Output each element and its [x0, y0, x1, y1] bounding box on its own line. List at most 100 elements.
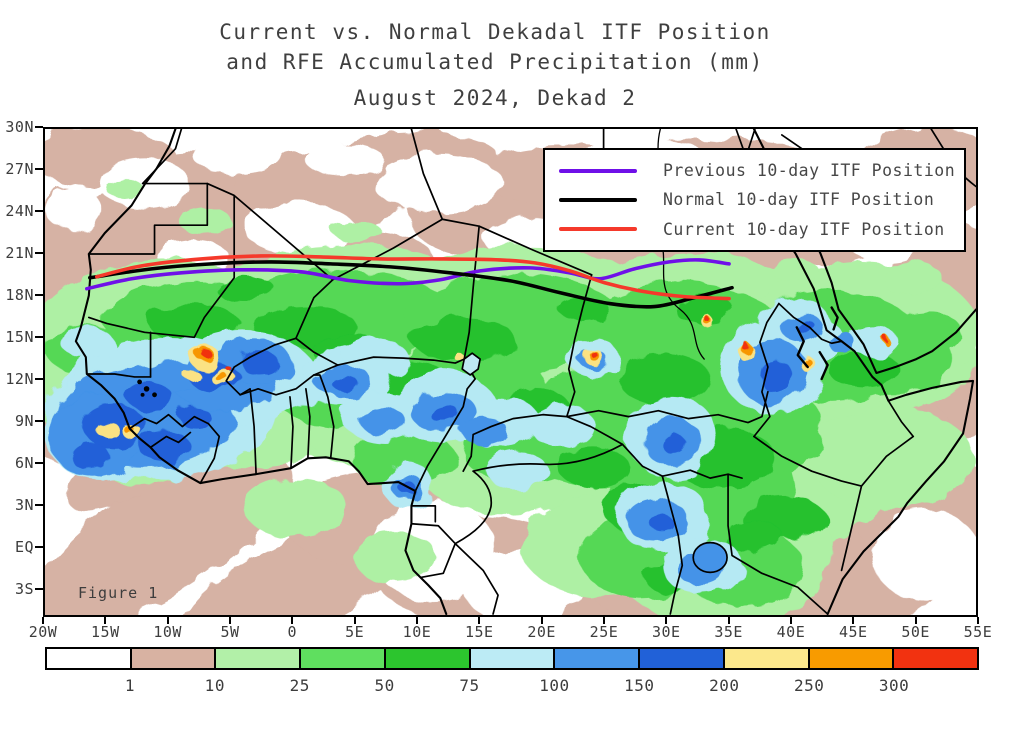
precip-cell-g3 [216, 277, 277, 302]
y-axis-tick [35, 336, 43, 338]
x-axis-label-50e: 50E [901, 623, 930, 641]
colorbar-label-300: 300 [878, 676, 910, 695]
precip-cell-b1 [60, 326, 113, 359]
precip-cell-r [224, 364, 230, 370]
y-axis-tick [35, 252, 43, 254]
precip-cell-b2 [360, 407, 407, 436]
y-axis-label-3n: 3N [14, 496, 34, 514]
x-axis-label-10e: 10E [402, 623, 432, 641]
itf-line-current [94, 254, 731, 301]
precip-cell-g1 [809, 406, 974, 510]
x-axis-label-20e: 20E [527, 623, 556, 641]
x-axis-tick [789, 617, 792, 624]
y-axis-label-15n: 15N [5, 328, 34, 346]
precip-cell-r [743, 343, 749, 352]
highlands-marks [795, 306, 839, 381]
precip-cell-r [885, 338, 891, 344]
x-axis-tick [104, 617, 107, 624]
colorbar-label-100: 100 [539, 676, 570, 695]
colorbar-cell-3 [301, 647, 386, 670]
precip-cell-g1 [108, 179, 145, 202]
title-line-2: and RFE Accumulated Precipitation (mm) [226, 50, 764, 74]
x-axis-label-20w: 20W [28, 623, 58, 641]
y-axis-label-eq: EQ [14, 538, 34, 556]
border-uganda-kenya-tanzania [661, 473, 829, 615]
x-axis-label-35e: 35E [714, 623, 743, 641]
border-nigeria-cameroon [414, 358, 476, 492]
legend-label: Normal 10-day ITF Position [663, 190, 935, 210]
y-axis-tick [35, 294, 43, 296]
x-axis-label-30e: 30E [652, 623, 681, 641]
border-western-sahara [87, 129, 209, 255]
precip-cell-g3 [411, 317, 515, 362]
y-axis-label-6n: 6N [14, 454, 34, 472]
x-axis-label-45e: 45E [838, 623, 868, 641]
coastline-west-africa [74, 129, 448, 615]
colorbar-label-50: 50 [374, 676, 395, 695]
precip-cell-o [214, 371, 227, 381]
precip-cell-b3 [70, 442, 109, 471]
x-axis-tick [540, 617, 543, 624]
precip-cell-b1 [530, 404, 595, 449]
y-axis-tick [35, 168, 43, 170]
border-chad-car-cameroon [462, 413, 568, 473]
precip-cell-w [303, 142, 384, 175]
x-axis-label-10w: 10W [153, 623, 182, 641]
x-axis-label-0: 0 [287, 623, 298, 641]
y-axis-label-30n: 30N [5, 118, 34, 136]
previous-itf-line-swatch [559, 168, 637, 173]
title-line-3: August 2024, Dekad 2 [353, 86, 637, 110]
precipitation-colorbar [45, 647, 980, 670]
precip-cell-b3 [126, 382, 173, 411]
x-axis-label-15e: 15E [465, 623, 494, 641]
precip-cell-b3 [430, 405, 461, 424]
x-axis-label-40e: 40E [776, 623, 806, 641]
colorbar-cell-5 [470, 647, 556, 670]
border-niger-nigeria [295, 337, 466, 366]
precip-cell-g3 [674, 295, 735, 324]
border-benin-togo-ghana [239, 374, 335, 476]
coastline-red-sea-horn [744, 155, 975, 615]
legend-label: Previous 10-day ITF Position [663, 161, 956, 181]
colorbar-cell-9 [809, 647, 895, 670]
y-axis-label-21n: 21N [5, 244, 34, 262]
border-car-sudan-drc [472, 415, 624, 473]
title-line-1: Current vs. Normal Dekadal ITF Position [219, 20, 771, 44]
colorbar-cell-8 [724, 647, 810, 670]
border-mauritania-mali-algeria [87, 182, 334, 378]
colorbar-cell-0 [45, 647, 132, 670]
x-axis-tick [291, 617, 294, 624]
border-guinea-region [85, 373, 221, 484]
border-sudan-south-sudan [565, 390, 769, 424]
legend-row-normal: Normal 10-day ITF Position [545, 188, 964, 212]
figure-title: Current vs. Normal Dekadal ITF Position … [0, 17, 990, 113]
y-axis-tick [35, 210, 43, 212]
x-axis-tick [914, 617, 917, 624]
precip-cell-b2 [462, 417, 509, 446]
colorbar-cell-4 [385, 647, 471, 670]
colorbar-cell-2 [216, 647, 302, 670]
precip-cell-w [373, 153, 504, 214]
precip-cell-t [45, 449, 290, 615]
precip-cell-r [702, 314, 708, 320]
precip-cell-r [589, 350, 596, 357]
y-axis-label-12n: 12N [5, 370, 34, 388]
y-axis-label-3s: 3S [14, 580, 34, 598]
itf-legend: Previous 10-day ITF Position Normal 10-d… [543, 148, 966, 252]
legend-label: Current 10-day ITF Position [663, 219, 945, 239]
precip-cell-g1 [244, 478, 348, 538]
border-chad-sudan [565, 273, 593, 418]
border-niger-chad [463, 225, 480, 360]
precip-cell-w [194, 136, 284, 177]
precip-cell-b3 [650, 515, 675, 532]
coastal-islets [137, 379, 157, 398]
y-axis-tick [35, 378, 43, 380]
precip-cell-b3 [761, 359, 792, 395]
x-axis-tick [665, 617, 668, 624]
x-axis-label-5e: 5E [345, 623, 365, 641]
precip-cell-g1 [331, 218, 380, 243]
precip-cell-g3 [724, 521, 784, 554]
y-axis-tick [35, 126, 43, 128]
y-axis-label-9n: 9N [14, 412, 34, 430]
legend-row-previous: Previous 10-day ITF Position [545, 159, 964, 183]
